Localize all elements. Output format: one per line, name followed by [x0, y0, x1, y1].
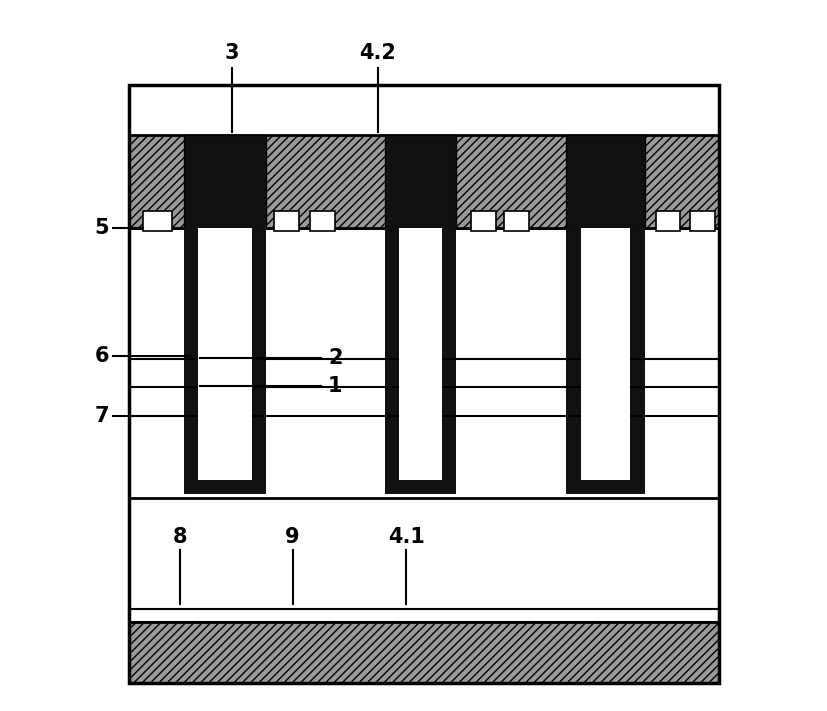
Bar [385, 135, 457, 228]
Bar [129, 85, 719, 683]
Bar [184, 228, 266, 494]
Bar [566, 135, 644, 228]
Text: 8: 8 [173, 527, 188, 547]
Text: 3: 3 [225, 43, 240, 63]
Text: 6: 6 [95, 346, 109, 365]
Text: 4.1: 4.1 [388, 527, 425, 547]
Bar [504, 211, 529, 231]
Bar [198, 228, 251, 480]
Bar [184, 135, 266, 228]
Bar [129, 622, 719, 683]
Bar [690, 211, 715, 231]
Text: 2: 2 [328, 348, 342, 368]
Text: 1: 1 [328, 376, 342, 396]
Bar [129, 135, 719, 228]
Bar [399, 228, 442, 480]
Bar [581, 228, 630, 480]
Text: 9: 9 [285, 527, 300, 547]
Bar [275, 211, 299, 231]
Bar [566, 135, 644, 228]
Bar [385, 135, 457, 228]
Bar [184, 135, 266, 228]
Bar [656, 211, 681, 231]
Bar [129, 228, 719, 498]
Bar [310, 211, 335, 231]
Bar [129, 609, 719, 622]
Bar [471, 211, 495, 231]
Text: 4.2: 4.2 [360, 43, 396, 63]
Bar [385, 228, 457, 494]
Text: 5: 5 [94, 218, 109, 238]
Bar [142, 211, 173, 231]
Bar [566, 228, 644, 494]
Text: 7: 7 [95, 406, 109, 426]
